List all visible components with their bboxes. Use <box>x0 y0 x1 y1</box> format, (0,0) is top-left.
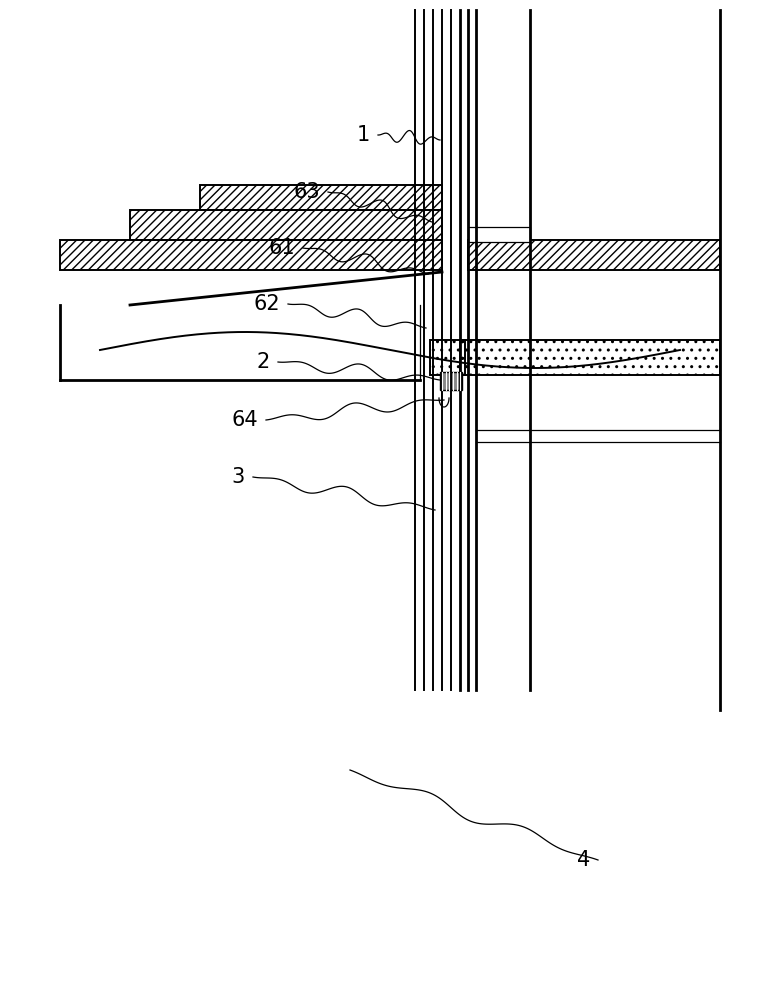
Text: 1: 1 <box>357 125 370 145</box>
Text: 3: 3 <box>232 467 245 487</box>
Text: 64: 64 <box>232 410 258 430</box>
Text: 61: 61 <box>269 238 295 258</box>
Bar <box>60 240 442 270</box>
Text: 4: 4 <box>577 850 590 870</box>
Text: 63: 63 <box>293 182 320 202</box>
Text: 62: 62 <box>253 294 280 314</box>
Bar <box>468 240 720 270</box>
Bar <box>460 340 720 375</box>
Text: 2: 2 <box>257 352 270 372</box>
Bar <box>468 227 530 242</box>
Bar <box>200 185 442 210</box>
Bar <box>430 340 465 375</box>
Bar <box>440 372 462 390</box>
Bar <box>130 210 442 240</box>
